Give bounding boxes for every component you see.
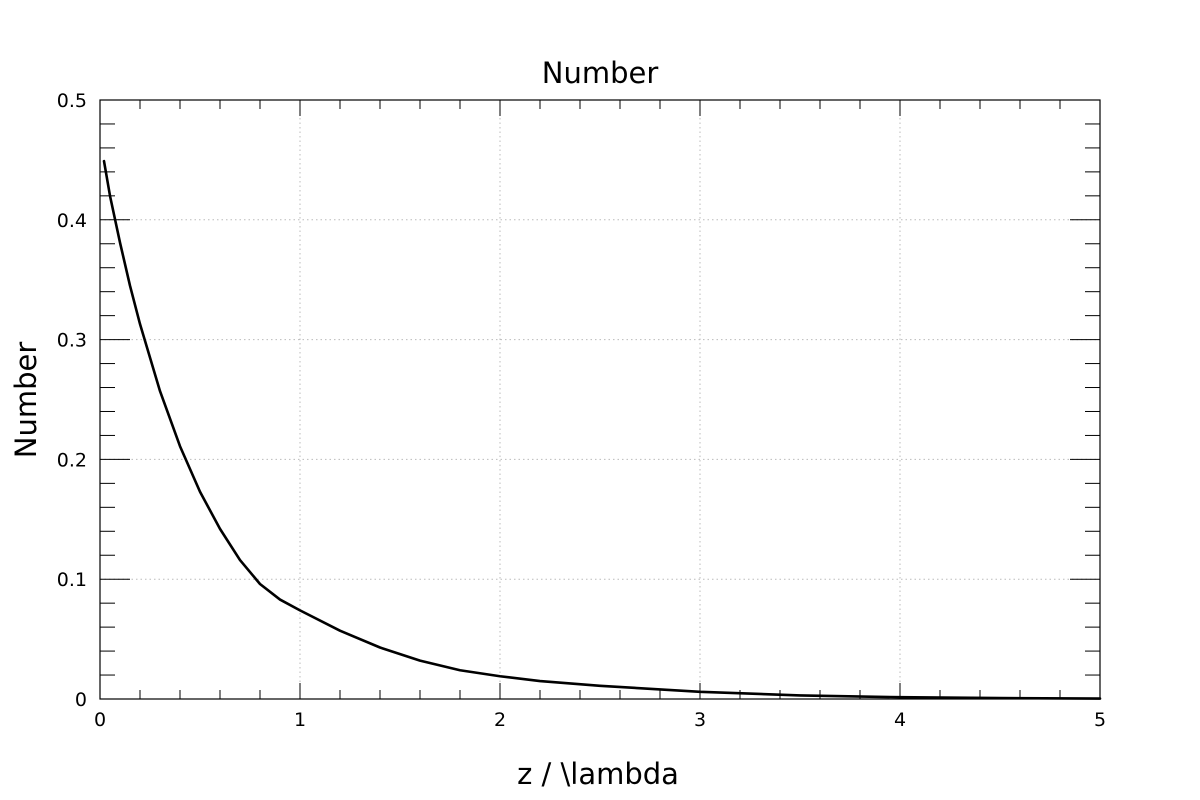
grid	[100, 100, 1100, 699]
x-tick-label: 4	[894, 709, 906, 731]
series-line	[102, 159, 1102, 700]
x-tick-label: 5	[1094, 709, 1106, 731]
y-tick-label: 0.1	[57, 569, 87, 591]
plot-frame	[99, 99, 1101, 700]
chart-title: Number	[542, 56, 659, 90]
x-tick-label: 2	[494, 709, 506, 731]
y-tick-label: 0.2	[57, 449, 87, 471]
x-axis-label: z / \lambda	[517, 757, 679, 791]
series-layer	[102, 159, 1102, 700]
y-tick-label: 0.5	[57, 90, 87, 112]
x-tick-labels: 0 1 2 3 4 5	[94, 709, 1106, 731]
y-tick-label: 0.4	[57, 210, 87, 232]
x-tick-label: 0	[94, 709, 106, 731]
y-axis-label: Number	[9, 342, 43, 459]
y-tick-labels: 0 0.1 0.2 0.3 0.4 0.5	[57, 90, 87, 711]
ticks	[99, 99, 1101, 700]
x-tick-label: 3	[694, 709, 706, 731]
y-tick-label: 0	[75, 689, 87, 711]
y-tick-label: 0.3	[57, 330, 87, 352]
x-tick-label: 1	[294, 709, 306, 731]
